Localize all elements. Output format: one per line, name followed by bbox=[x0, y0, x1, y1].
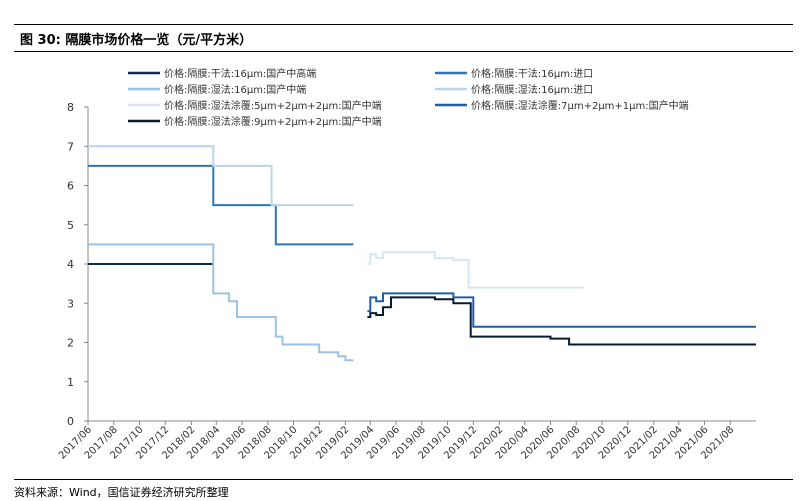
legend-label: 价格:隔膜:湿法涂覆:5μm+2μm+2μm:国产中端 bbox=[164, 99, 382, 112]
y-tick-label: 0 bbox=[67, 415, 74, 428]
legend-label: 价格:隔膜:湿法:16μm:国产中端 bbox=[164, 83, 306, 96]
figure-title: 图 30: 隔膜市场价格一览（元/平方米） bbox=[20, 33, 253, 48]
y-tick-label: 7 bbox=[67, 140, 74, 153]
legend-label: 价格:隔膜:干法:16μm:进口 bbox=[471, 67, 593, 80]
y-tick-label: 3 bbox=[67, 297, 74, 310]
series-line-5 bbox=[367, 251, 585, 289]
y-tick-label: 2 bbox=[67, 337, 74, 350]
bottom-rule bbox=[14, 479, 793, 480]
series-line-3 bbox=[88, 243, 354, 362]
source-note: 资料来源：Wind，国信证券经济研究所整理 bbox=[14, 486, 229, 499]
y-tick-label: 8 bbox=[67, 101, 74, 114]
legend-label: 价格:隔膜:湿法:16μm:进口 bbox=[471, 83, 593, 96]
y-tick-label: 5 bbox=[67, 219, 74, 232]
series-line-2 bbox=[88, 164, 354, 246]
y-tick-label: 4 bbox=[67, 258, 74, 271]
y-tick-label: 1 bbox=[67, 376, 74, 389]
legend-label: 价格:隔膜:湿法涂覆:9μm+2μm+2μm:国产中端 bbox=[164, 115, 382, 128]
y-tick-label: 6 bbox=[67, 180, 74, 193]
legend-label: 价格:隔膜:湿法涂覆:7μm+2μm+1μm:国产中端 bbox=[471, 99, 689, 112]
figure-title-bar: 图 30: 隔膜市场价格一览（元/平方米） bbox=[14, 24, 793, 52]
series-line-7 bbox=[367, 296, 756, 346]
legend-label: 价格:隔膜:干法:16μm:国产中高端 bbox=[164, 67, 316, 80]
series-line-6 bbox=[367, 292, 756, 328]
series-line-4 bbox=[88, 145, 354, 207]
